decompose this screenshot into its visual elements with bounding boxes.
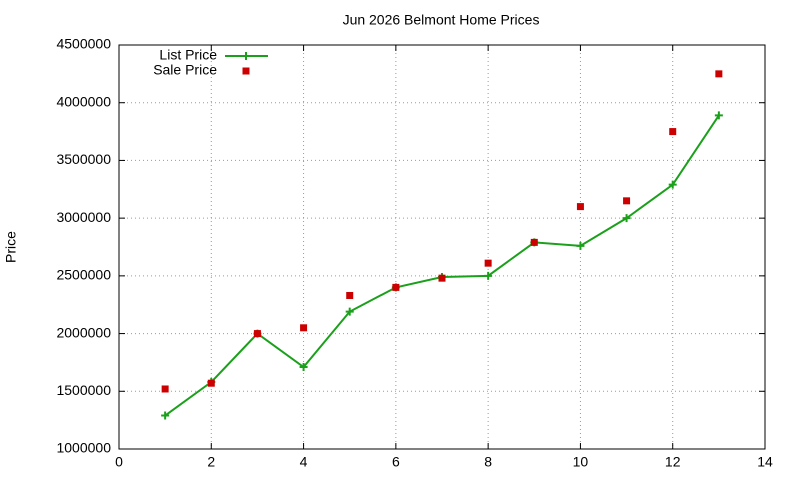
point-marker: [346, 291, 354, 299]
point-marker: [161, 385, 169, 393]
legend-label: List Price: [159, 47, 217, 63]
point-marker: [668, 180, 677, 189]
point-marker: [207, 379, 215, 387]
x-tick-label: 12: [665, 454, 681, 470]
y-tick-label: 3500000: [56, 151, 111, 167]
point-marker: [714, 111, 723, 120]
point-marker: [242, 67, 250, 75]
x-tick-label: 8: [484, 454, 492, 470]
y-tick-label: 4000000: [56, 93, 111, 109]
point-marker: [438, 274, 446, 282]
plot-border: [118, 44, 766, 450]
y-tick-label: 4500000: [56, 36, 111, 52]
point-marker: [530, 238, 538, 246]
y-tick-label: 2000000: [56, 324, 111, 340]
point-marker: [623, 197, 631, 205]
point-marker: [242, 52, 250, 60]
point-marker: [392, 283, 400, 291]
y-tick-label: 2500000: [56, 267, 111, 283]
point-marker: [622, 214, 631, 223]
point-marker: [484, 271, 493, 280]
x-tick-label: 6: [392, 454, 400, 470]
point-marker: [484, 259, 492, 267]
point-marker: [299, 363, 308, 372]
point-marker: [715, 70, 723, 78]
y-tick-label: 3000000: [56, 209, 111, 225]
y-axis-label: Price: [3, 231, 19, 263]
x-tick-label: 4: [300, 454, 308, 470]
point-marker: [161, 411, 170, 420]
y-tick-label: 1500000: [56, 382, 111, 398]
point-marker: [576, 203, 584, 211]
legend-label: Sale Price: [153, 62, 217, 78]
x-tick-label: 2: [207, 454, 215, 470]
point-marker: [300, 324, 308, 332]
point-marker: [576, 241, 585, 250]
point-marker: [669, 128, 677, 136]
point-marker: [345, 307, 354, 316]
x-tick-label: 14: [757, 454, 773, 470]
point-marker: [253, 330, 261, 338]
chart-title: Jun 2026 Belmont Home Prices: [343, 12, 540, 28]
y-tick-label: 1000000: [56, 440, 111, 456]
x-tick-label: 10: [573, 454, 589, 470]
x-tick-label: 0: [115, 454, 123, 470]
